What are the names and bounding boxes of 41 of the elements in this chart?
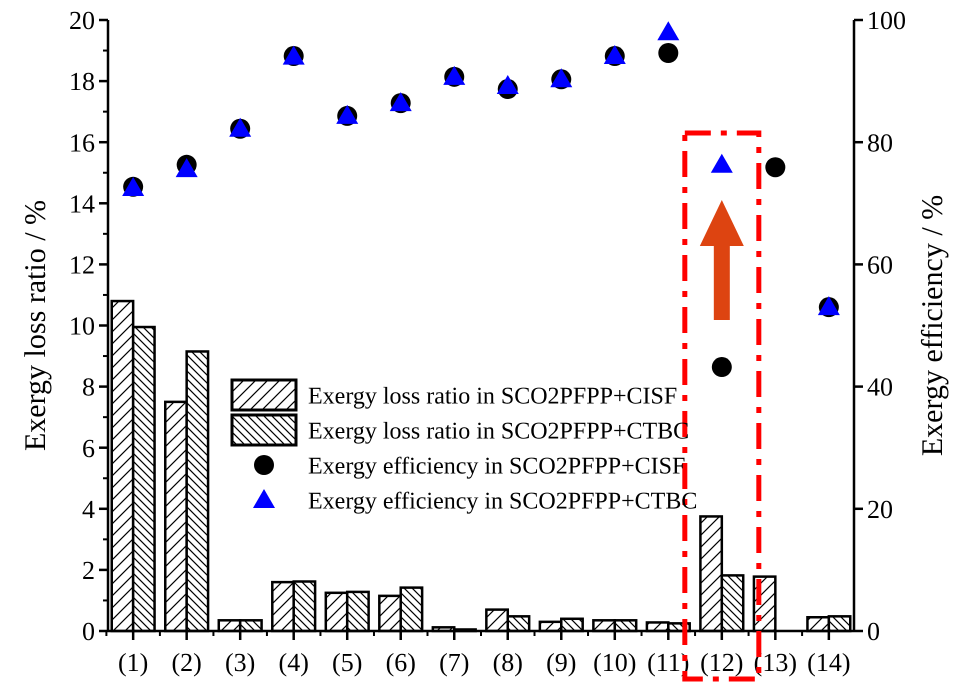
- x-tick-label: (14): [807, 648, 851, 677]
- x-tick-label: (12): [700, 648, 744, 677]
- point: [657, 21, 680, 40]
- y2-tick-label: 80: [867, 128, 893, 158]
- x-tick-label: (3): [225, 648, 256, 677]
- point: [176, 158, 198, 178]
- legend-label: Exergy efficiency in SCO2PFPP+CTBC: [308, 488, 698, 514]
- x-tick-label: (1): [118, 648, 148, 677]
- x-tick-label: (2): [172, 648, 202, 677]
- y2-tick-label: 100: [867, 6, 906, 36]
- y2-tick-label: 40: [867, 372, 893, 402]
- point: [658, 42, 678, 63]
- y-tick-label: 6: [82, 434, 95, 463]
- y-tick-label: 20: [69, 6, 95, 36]
- y-tick-label: 14: [69, 189, 95, 218]
- x-tick-label: (4): [278, 648, 309, 677]
- y-tick-label: 8: [82, 372, 95, 402]
- x-tick-label: (8): [492, 648, 523, 677]
- y2-tick-label: 0: [867, 617, 880, 646]
- y-tick-label: 12: [69, 250, 95, 280]
- point: [765, 157, 786, 178]
- y2-axis-title: Exergy efficiency / %: [916, 194, 949, 456]
- y2-tick-label: 20: [867, 494, 893, 524]
- y-tick-label: 10: [69, 312, 95, 341]
- legend-label: Exergy efficiency in SCO2PFPP+CISF: [308, 453, 686, 480]
- x-tick-label: (7): [439, 648, 470, 677]
- x-tick-label: (10): [593, 648, 636, 677]
- legend-label: Exergy loss ratio in SCO2PFPP+CISF: [308, 383, 678, 410]
- y-tick-label: 18: [69, 67, 95, 96]
- y2-tick-label: 60: [867, 250, 893, 280]
- y-tick-label: 16: [69, 128, 95, 158]
- y-axis-title: Exergy loss ratio / %: [19, 200, 52, 452]
- point: [710, 154, 733, 173]
- y-tick-label: 0: [82, 617, 95, 646]
- y-tick-label: 2: [82, 556, 95, 585]
- x-tick-label: (9): [546, 648, 576, 677]
- x-tick-label: (6): [386, 648, 416, 677]
- point: [496, 74, 519, 94]
- y-tick-label: 4: [82, 494, 95, 524]
- x-tick-label: (5): [332, 648, 362, 677]
- point: [712, 357, 732, 378]
